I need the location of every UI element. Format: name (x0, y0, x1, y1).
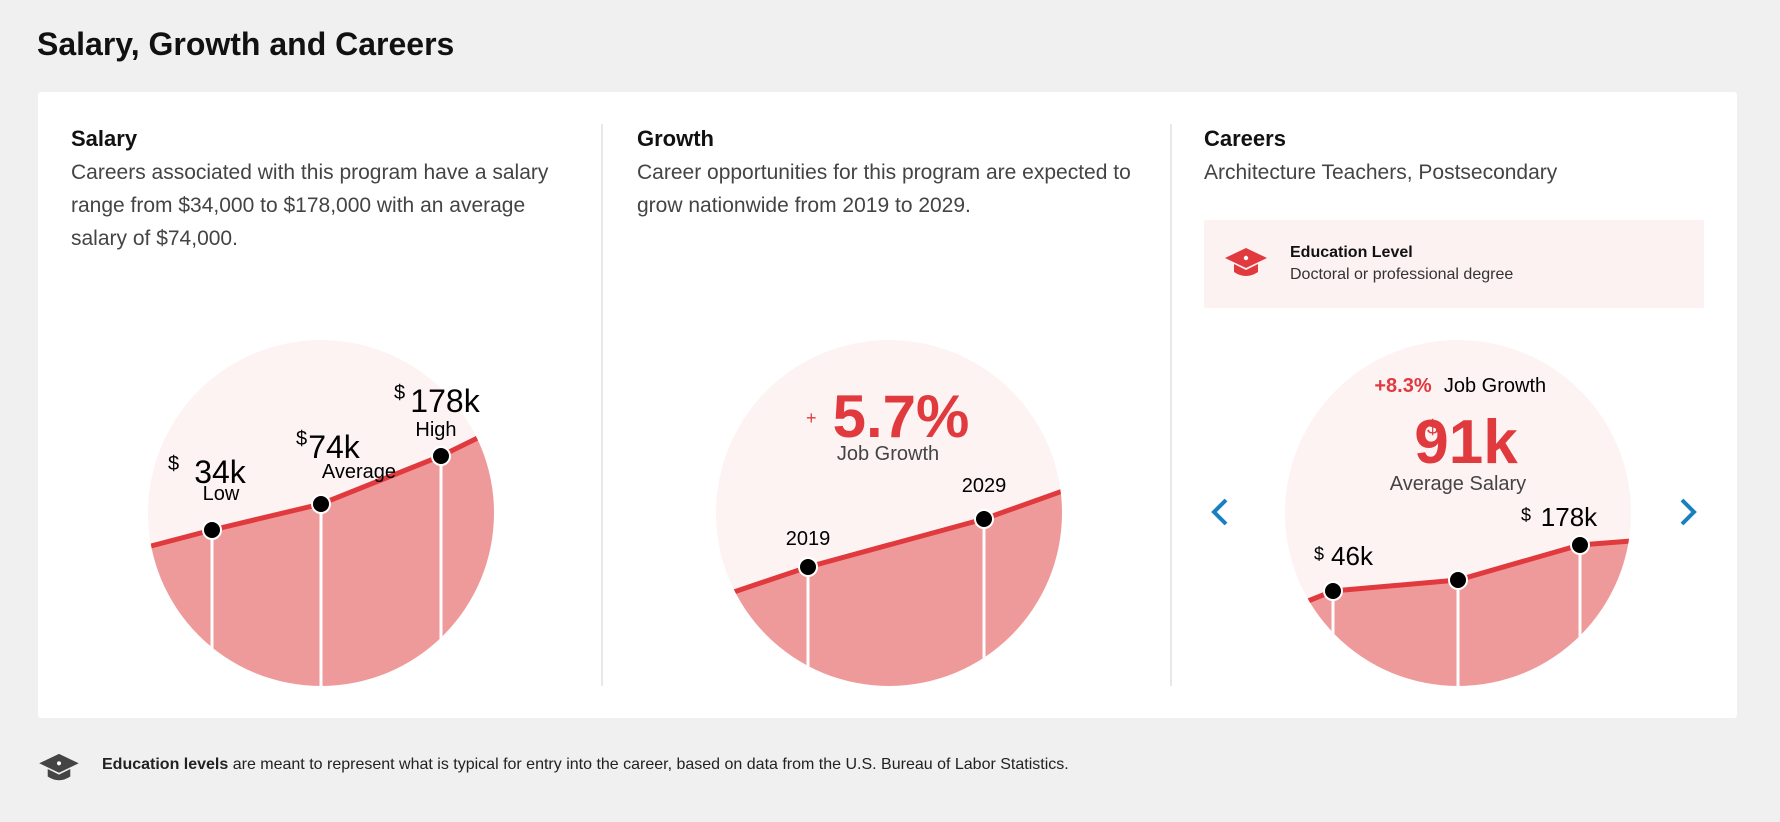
growth-start-year: 2019 (786, 528, 831, 550)
growth-description: Career opportunities for this program ar… (637, 161, 1131, 217)
salary-high-value: 178k (410, 383, 480, 419)
page-title: Salary, Growth and Careers (37, 26, 455, 62)
careers-job-growth-label: Job Growth (1444, 375, 1546, 397)
careers-low-currency: $ (1314, 544, 1324, 564)
careers-average-label: Average Salary (1390, 473, 1526, 495)
growth-label: Job Growth (837, 443, 939, 465)
salary-growth-careers-card: Salary Careers associated with this prog… (38, 92, 1737, 718)
careers-chart: +8.3% Job Growth $ 91k Average Salary $ … (1285, 340, 1631, 686)
salary-average-currency: $ (296, 428, 307, 450)
careers-title: Careers (1204, 126, 1286, 151)
careers-average-point (1448, 570, 1468, 590)
careers-average-currency: $ (1427, 417, 1438, 439)
careers-high-value: 178k (1541, 502, 1598, 532)
salary-low-point (202, 520, 222, 540)
salary-low-label: Low (203, 483, 240, 505)
growth-title: Growth (637, 126, 714, 151)
graduation-cap-icon (39, 753, 79, 781)
growth-chart: + 5.7% Job Growth 2019 2029 (716, 340, 1062, 686)
education-level-box: Education Level Doctoral or professional… (1204, 220, 1704, 308)
education-level-title: Education Level (1290, 244, 1413, 261)
next-career-button[interactable] (1676, 496, 1700, 528)
salary-average-label: Average (322, 461, 396, 483)
careers-high-currency: $ (1521, 505, 1531, 525)
chevron-right-icon (1680, 498, 1697, 526)
careers-average-salary: 91k (1414, 408, 1518, 477)
salary-title: Salary (71, 126, 138, 151)
salary-description: Careers associated with this program hav… (71, 161, 549, 250)
column-divider (601, 124, 603, 686)
careers-high-point (1570, 535, 1590, 555)
careers-low-value: 46k (1331, 541, 1374, 571)
salary-average-value: 74k (308, 429, 361, 465)
salary-low-value: 34k (194, 454, 247, 490)
career-name: Architecture Teachers, Postsecondary (1204, 161, 1558, 184)
salary-low-currency: $ (168, 453, 179, 475)
growth-start-point (798, 557, 818, 577)
salary-high-label: High (415, 419, 456, 441)
footer-note-bold: Education levels (102, 756, 229, 773)
chevron-left-icon (1211, 498, 1228, 526)
growth-sign: + (806, 408, 817, 428)
salary-high-currency: $ (394, 382, 405, 404)
salary-chart: $ 34k Low $ 74k Average $ 178k High (148, 340, 494, 686)
footer-note-text: are meant to represent what is typical f… (228, 756, 1069, 773)
graduation-cap-icon (1225, 248, 1267, 276)
salary-average-point (311, 494, 331, 514)
salary-high-point (431, 446, 451, 466)
growth-area (716, 487, 1062, 686)
column-divider (1170, 124, 1172, 686)
growth-end-year: 2029 (962, 475, 1007, 497)
footer-note: Education levels are meant to represent … (102, 756, 1069, 774)
previous-career-button[interactable] (1208, 496, 1232, 528)
careers-low-point (1323, 581, 1343, 601)
growth-value: 5.7% (833, 383, 970, 450)
growth-end-point (974, 509, 994, 529)
careers-job-growth-value: +8.3% (1374, 375, 1431, 397)
education-level-value: Doctoral or professional degree (1290, 266, 1514, 283)
growth-line (716, 484, 1062, 605)
